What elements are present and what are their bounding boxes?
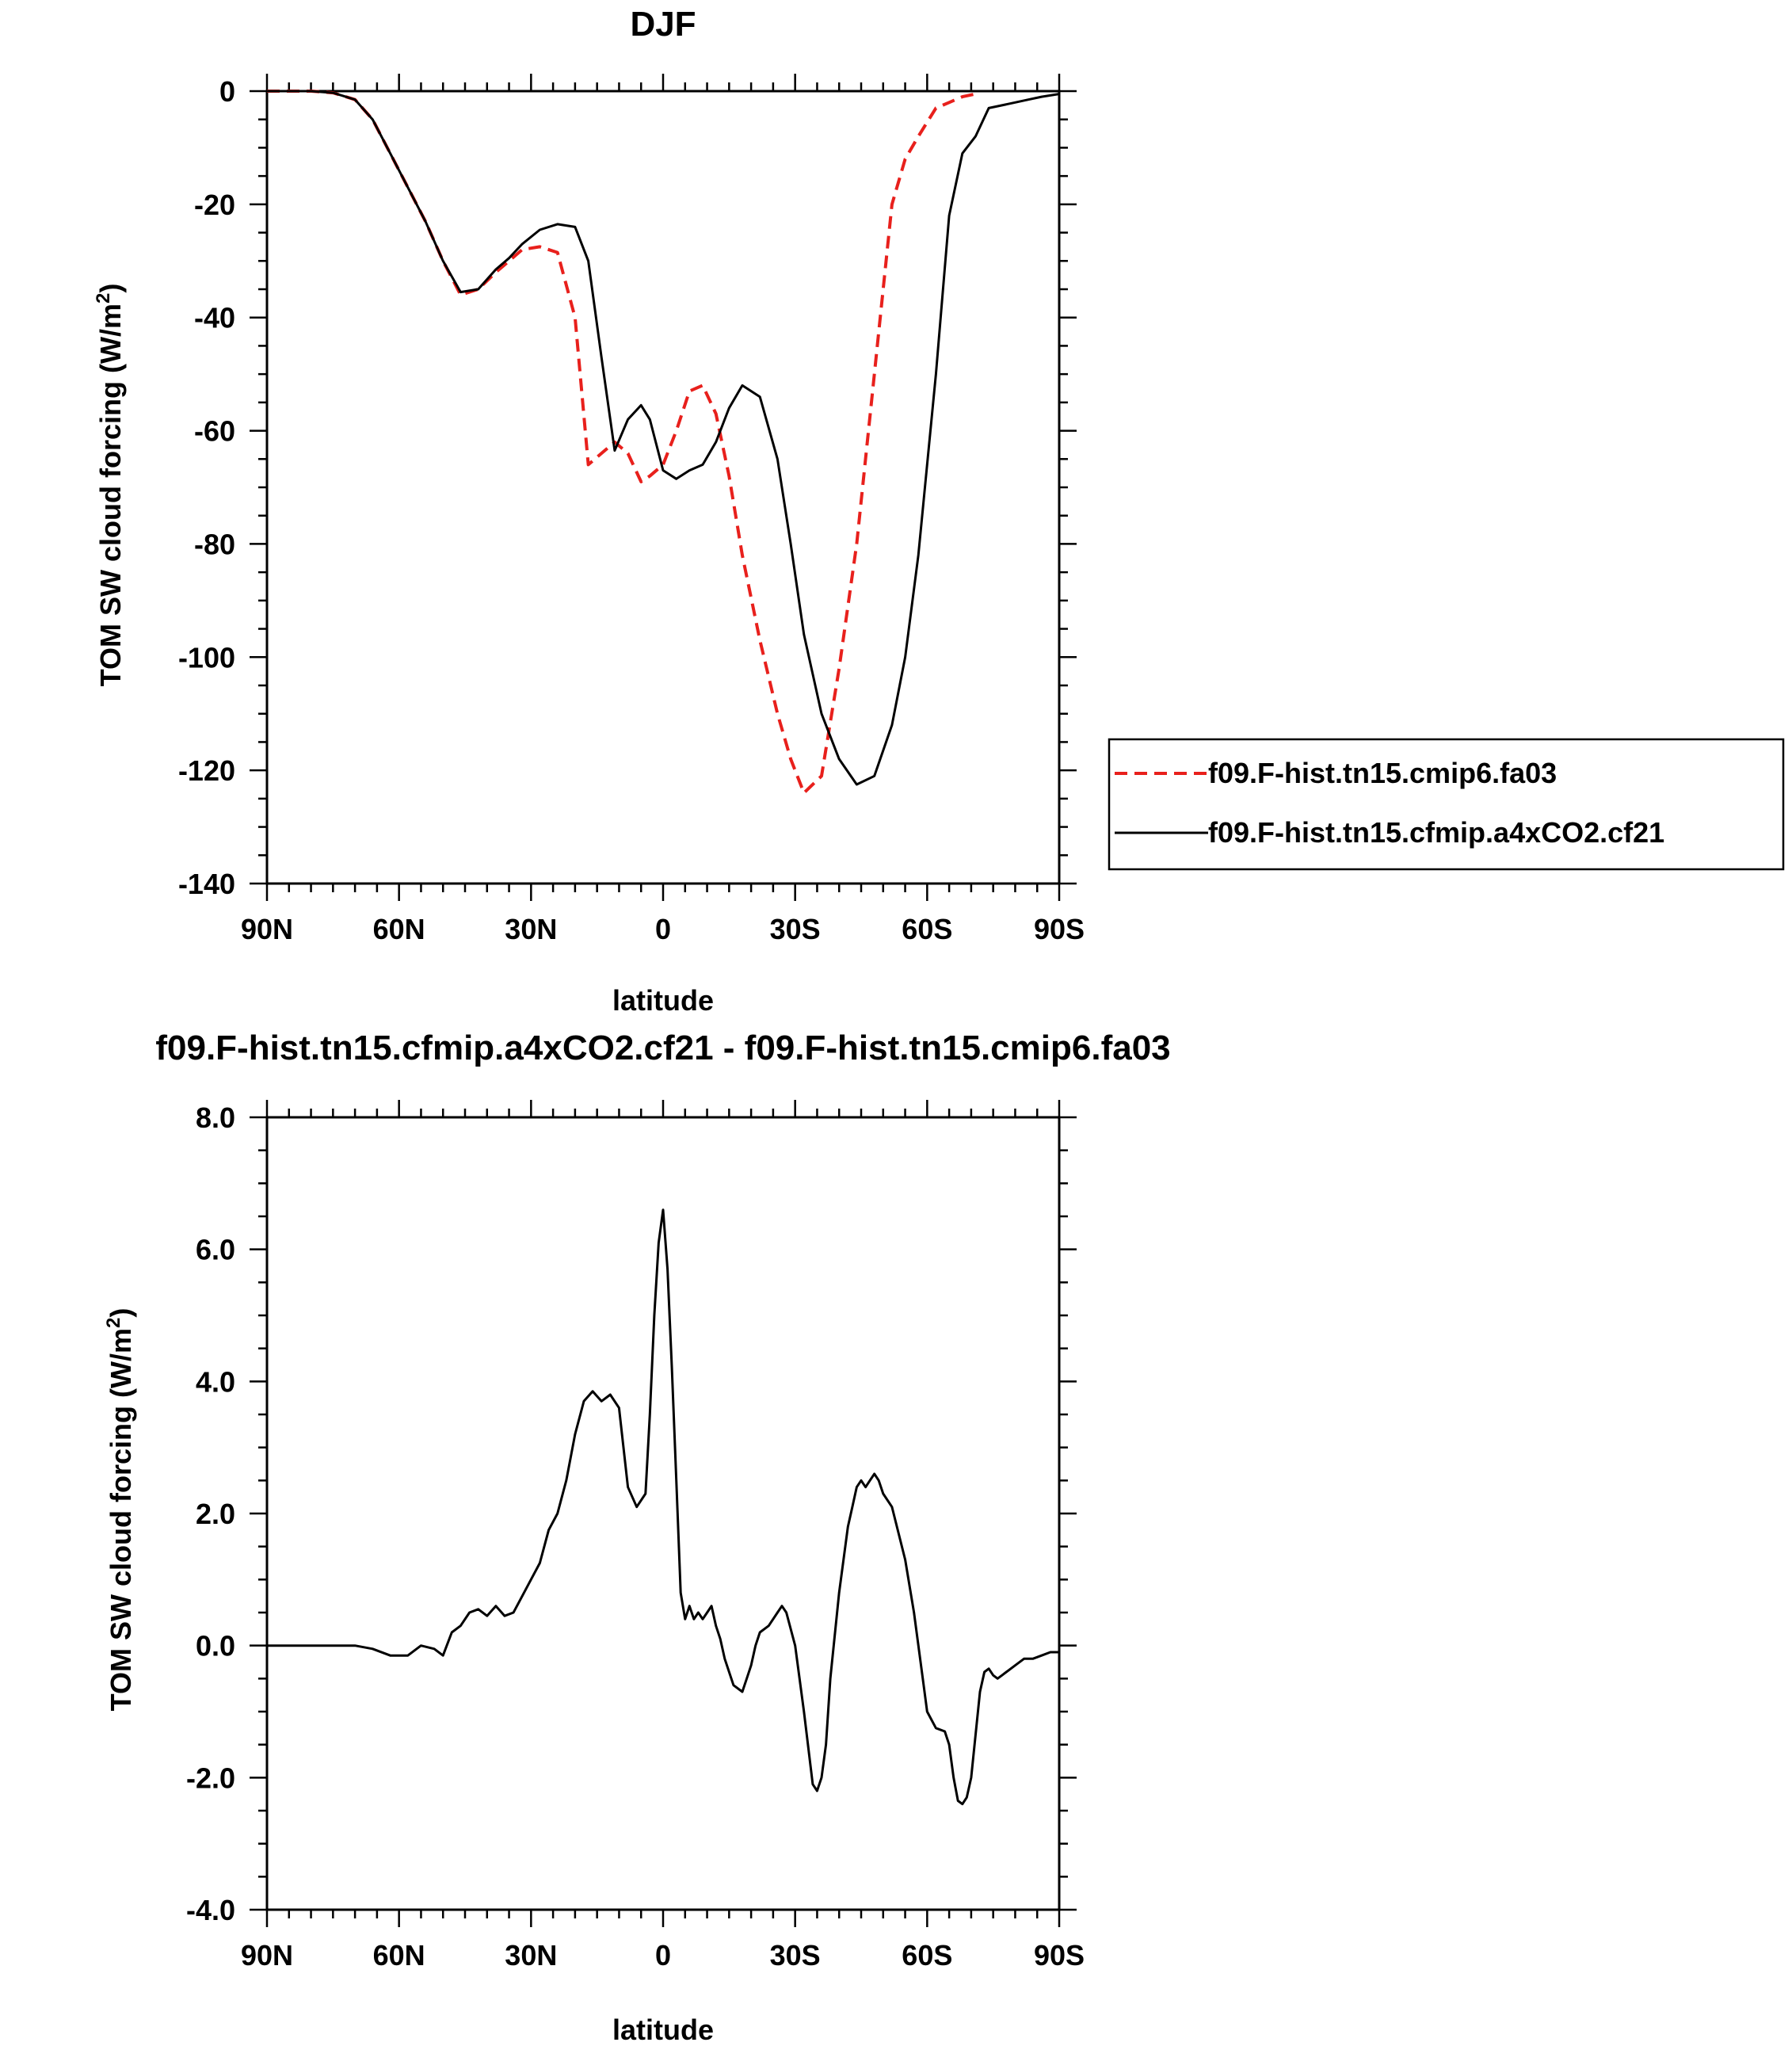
top-y-tick-label: 0 [219,75,235,108]
top-y-axis-label-text: TOM SW cloud forcing (W/m [94,303,127,686]
bottom-y-axis-label-superscript: 2 [103,1318,124,1328]
top-y-tick-label: -20 [194,189,235,221]
top-y-tick-label: -100 [178,641,235,674]
top-series-line-2 [267,90,1059,786]
top-y-tick-label: -140 [178,868,235,900]
legend: f09.F-hist.tn15.cmip6.fa03 f09.F-hist.tn… [1108,738,1785,871]
top-y-tick-label: -80 [194,528,235,560]
top-x-tick-label: 0 [655,913,671,945]
top-x-axis-label: latitude [612,984,714,1017]
bottom-y-axis-label-close: ) [105,1308,137,1318]
top-y-tick-label: -120 [178,754,235,787]
top-x-tick-label: 90N [241,913,293,945]
bottom-y-axis-label-text: TOM SW cloud forcing (W/m [105,1328,137,1711]
top-x-tick-label: 60N [373,913,425,945]
top-y-axis-label-close: ) [94,284,127,293]
bottom-x-tick-label: 0 [655,1939,671,1972]
top-x-tick-label: 60S [902,913,952,945]
bottom-x-tick-label: 60S [902,1939,952,1972]
bottom-y-tick-label: -2.0 [186,1762,235,1794]
bottom-y-tick-label: 4.0 [196,1365,235,1398]
bottom-y-tick-label: 8.0 [196,1101,235,1134]
bottom-y-tick-label: 6.0 [196,1234,235,1266]
top-y-axis-label-superscript: 2 [93,293,114,303]
bottom-x-tick-label: 30N [505,1939,557,1972]
top-panel-title: DJF [630,5,696,44]
bottom-x-tick-label: 60N [373,1939,425,1972]
top-x-tick-label: 90S [1034,913,1085,945]
bottom-x-tick-label: 30S [770,1939,821,1972]
legend-label-experiment: f09.F-hist.tn15.cfmip.a4xCO2.cf21 [1208,816,1664,849]
bottom-plot-area: 90N 60N 30N 0 30S 60S 90S 8.0 6.0 4.0 2.0 0.0 -2.0 -4… [186,1100,1085,1972]
top-series-line-1 [267,90,976,795]
top-x-tick-label: 30N [505,913,557,945]
bottom-y-axis-label: TOM SW cloud forcing (W/m2) [103,1308,137,1712]
legend-box [1108,738,1785,871]
bottom-panel-title: f09.F-hist.tn15.cfmip.a4xCO2.cf21 - f09.… [155,1029,1170,1067]
bottom-y-tick-label: 0.0 [196,1630,235,1662]
bottom-panel: f09.F-hist.tn15.cfmip.a4xCO2.cf21 - f09.… [103,1029,1171,2046]
legend-label-control: f09.F-hist.tn15.cmip6.fa03 [1208,757,1557,789]
top-x-tick-label: 30S [770,913,821,945]
bottom-series-line-1 [267,1208,1059,1806]
bottom-y-tick-label: 2.0 [196,1498,235,1530]
bottom-x-tick-label: 90S [1034,1939,1085,1972]
bottom-y-tick-label: -4.0 [186,1894,235,1926]
top-plot-area: 90N 60N 30N 0 30S 60S 90S 0 -20 -40 -60 -80 -100 -120… [178,74,1085,945]
top-y-tick-label: -60 [194,415,235,448]
top-y-tick-label: -40 [194,302,235,334]
top-y-axis-label: TOM SW cloud forcing (W/m2) [93,284,127,687]
bottom-x-tick-label: 90N [241,1939,293,1972]
top-panel: DJF 90N 60N 30N 0 30S 60S 90S 0 -20 -40 -60 -80 -100… [93,5,1785,1017]
bottom-x-axis-label: latitude [612,2014,714,2046]
